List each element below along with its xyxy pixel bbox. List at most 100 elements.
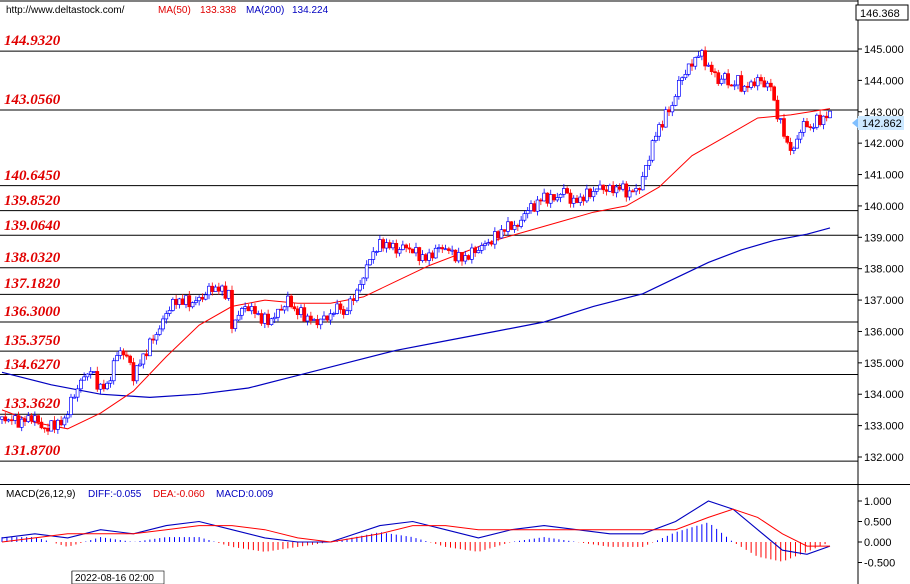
ma200-label: MA(200) [246, 5, 284, 16]
candle-body [190, 302, 195, 308]
candle-body [368, 259, 372, 266]
candle-body [384, 242, 389, 249]
candle-body [509, 221, 514, 230]
candle-body [489, 242, 494, 245]
price-tick-label: 143.000 [864, 107, 904, 119]
candle-body [121, 350, 126, 356]
source-url: http://www.deltastock.com/ [6, 5, 125, 16]
candle-body [762, 80, 767, 88]
candle-body [259, 313, 264, 324]
candle-body [732, 84, 737, 87]
candle-body [729, 84, 734, 87]
candle-body [726, 73, 730, 86]
candle-body [187, 295, 192, 308]
candle-body [272, 316, 277, 320]
candle-body [443, 248, 448, 251]
top-price: 146.368 [860, 8, 900, 20]
candles [0, 46, 832, 435]
candle-body [479, 245, 484, 251]
horizontal-levels: 144.9320 143.0560 140.6450 139.8520 139.0640… [0, 33, 858, 462]
candle-body [522, 213, 527, 221]
candle-body [29, 415, 34, 422]
candle-body [65, 414, 70, 419]
candle-body [709, 64, 714, 73]
candle-body [516, 224, 520, 227]
candle-body [660, 124, 665, 128]
candle-body [568, 192, 573, 204]
candle-body [749, 81, 753, 88]
candle-body [591, 191, 596, 198]
price-tick-label: 133.000 [864, 421, 904, 433]
candle-body [788, 141, 793, 151]
ma50-line [1, 108, 831, 430]
candle-body [483, 243, 487, 246]
price-tick-label: 134.000 [864, 389, 904, 401]
candle-body [16, 415, 21, 428]
candle-body [410, 248, 415, 254]
candle-body [125, 354, 129, 357]
price-tick-label: 142.000 [864, 138, 904, 150]
candle-body [378, 239, 382, 252]
candle-body [138, 363, 142, 367]
level-label: 134.6270 [4, 357, 61, 373]
candle-body [82, 376, 86, 381]
candle-body [782, 118, 786, 137]
candle-body [562, 188, 566, 195]
candle-body [703, 50, 707, 67]
candle-body [637, 188, 642, 191]
candle-body [805, 121, 809, 128]
current-price: 142.862 [862, 118, 902, 130]
macd-tick-label: 0.000 [864, 537, 892, 549]
level-label: 139.8520 [4, 193, 61, 209]
candle-body [79, 379, 83, 390]
candle-body [673, 96, 678, 106]
candle-body [634, 188, 638, 192]
candle-body [279, 308, 284, 311]
candle-body [286, 295, 290, 308]
candle-body [226, 289, 231, 299]
candle-body [420, 254, 425, 262]
candle-body [312, 319, 316, 321]
candle-body [49, 420, 54, 432]
candle-body [519, 219, 523, 227]
candle-body [10, 419, 14, 422]
candle-body [203, 294, 208, 300]
candle-body [575, 197, 579, 203]
level-label: 133.3620 [4, 396, 61, 412]
candle-body [542, 192, 546, 202]
candle-body [785, 136, 790, 143]
candle-body [381, 239, 385, 249]
candle-body [361, 277, 366, 285]
top-price-box [855, 4, 909, 21]
candle-body [404, 244, 408, 249]
candle-body [713, 71, 717, 74]
candle-body [696, 55, 701, 58]
candle-body [558, 193, 563, 198]
candle-body [700, 50, 704, 57]
level-label: 137.1820 [4, 276, 61, 292]
candle-body [644, 165, 648, 177]
candle-body [535, 199, 540, 212]
candle-body [315, 319, 320, 326]
candle-body [134, 365, 139, 382]
candle-body [437, 247, 441, 249]
candle-body [230, 289, 234, 329]
level-label: 135.3750 [4, 333, 61, 349]
candle-body [98, 383, 103, 390]
candle-body [706, 64, 711, 67]
candle-body [424, 254, 428, 261]
candle-body [463, 255, 468, 262]
candle-body [496, 231, 500, 239]
candle-body [391, 242, 395, 249]
candle-body [144, 353, 149, 357]
macd-dea: DEA:-0.060 [153, 489, 205, 500]
candle-body [736, 75, 740, 86]
candle-body [545, 192, 550, 204]
candle-body [397, 249, 402, 254]
candle-body [128, 355, 132, 363]
current-price-tag [858, 116, 904, 130]
candle-body [815, 114, 819, 128]
candle-body [532, 203, 537, 212]
candle-body [197, 296, 201, 302]
